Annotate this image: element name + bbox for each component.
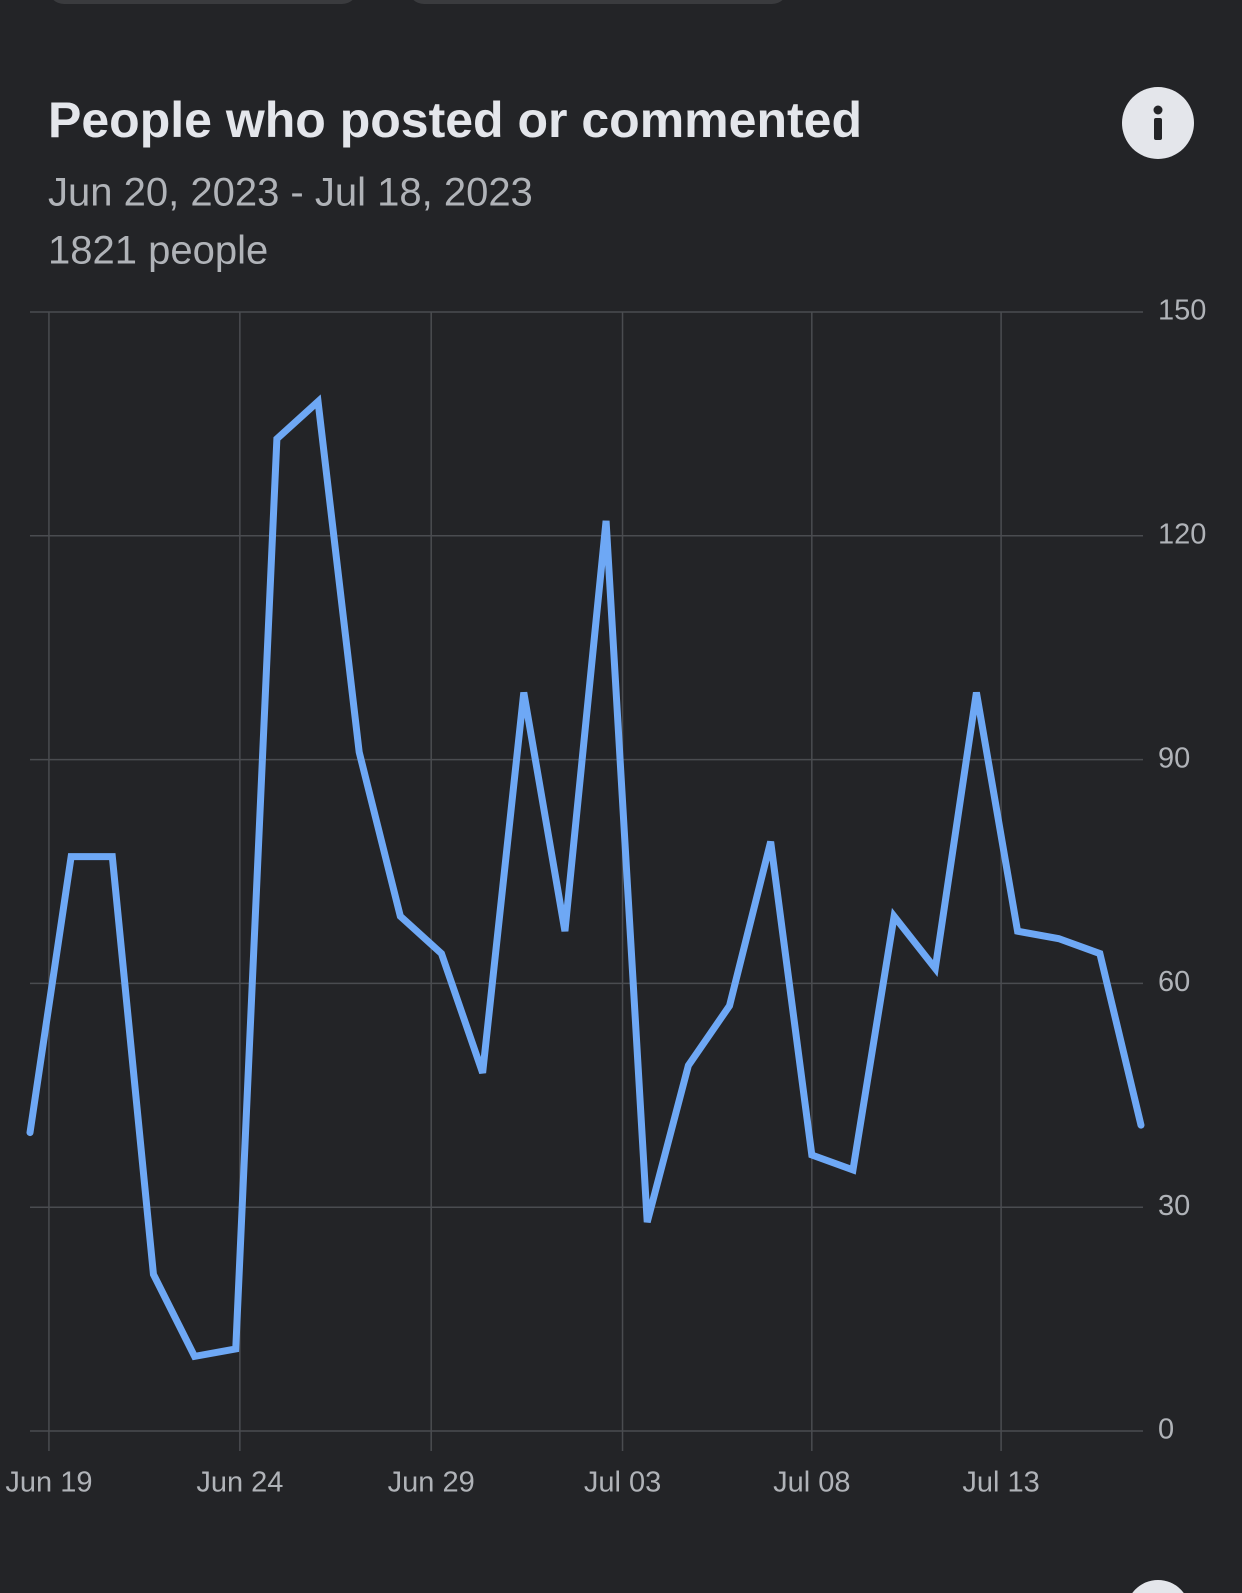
line-series xyxy=(26,394,1145,1361)
info-stem xyxy=(1154,118,1162,140)
x-tick-label: Jun 29 xyxy=(388,1467,475,1499)
info-button[interactable] xyxy=(1122,87,1194,159)
chart-title: People who posted or commented xyxy=(48,92,862,148)
y-tick-label: 30 xyxy=(1158,1190,1190,1222)
x-tick-label: Jun 19 xyxy=(5,1467,92,1499)
tab-pill[interactable] xyxy=(48,0,358,4)
y-tick-label: 0 xyxy=(1158,1414,1174,1446)
tab-pill[interactable] xyxy=(408,0,788,4)
info-dot xyxy=(1153,105,1163,115)
y-tick-label: 150 xyxy=(1158,295,1206,327)
x-tick-label: Jul 13 xyxy=(962,1467,1039,1499)
x-tick-label: Jun 24 xyxy=(196,1467,283,1499)
next-button[interactable] xyxy=(1126,1580,1190,1593)
x-tick-label: Jul 08 xyxy=(773,1467,850,1499)
y-tick-label: 120 xyxy=(1158,518,1206,550)
x-tick-label: Jul 03 xyxy=(584,1467,661,1499)
y-tick-label: 90 xyxy=(1158,742,1190,774)
y-tick-label: 60 xyxy=(1158,966,1190,998)
date-range: Jun 20, 2023 - Jul 18, 2023 xyxy=(48,171,533,215)
people-count: 1821 people xyxy=(48,229,268,273)
